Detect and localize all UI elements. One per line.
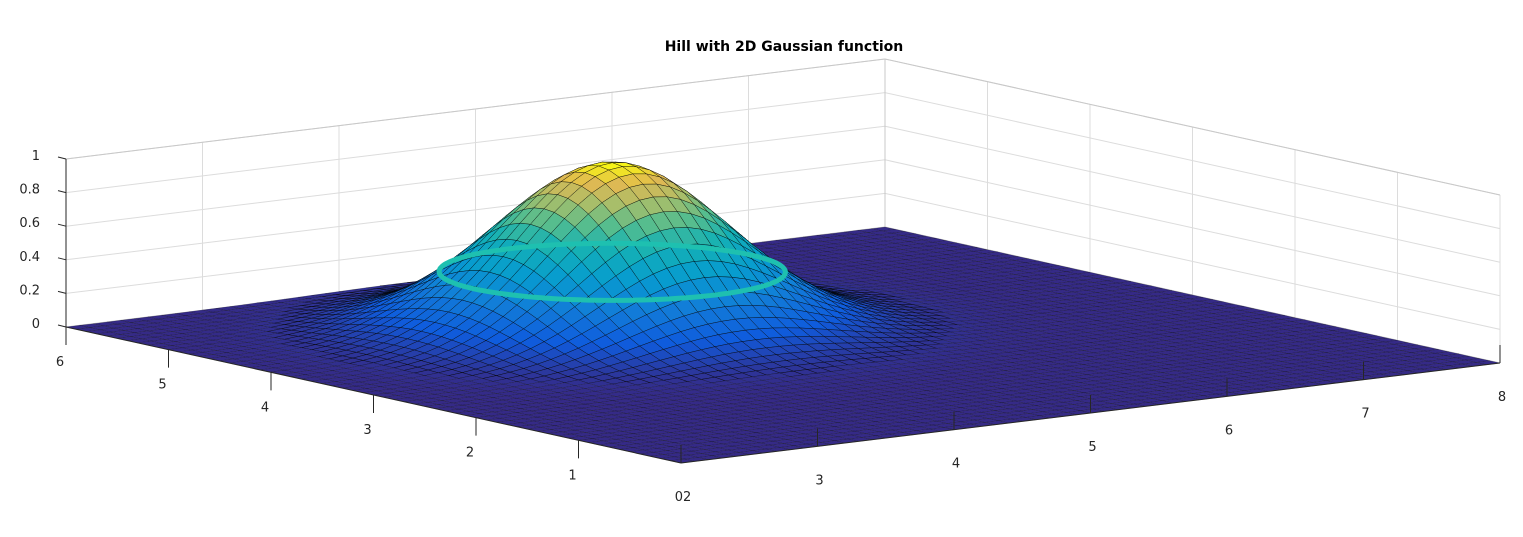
z-tick-label: 0.2 [19, 283, 40, 298]
x-tick-label: 7 [1361, 407, 1369, 422]
x-tick-label: 02 [675, 490, 692, 505]
y-tick-label: 5 [158, 378, 166, 393]
x-tick-label: 4 [952, 457, 960, 472]
y-tick-label: 1 [568, 468, 576, 483]
y-tick-label: 3 [363, 423, 371, 438]
x-tick-label: 8 [1498, 390, 1506, 405]
chart-title: Hill with 2D Gaussian function [665, 39, 904, 55]
y-tick-label: 6 [56, 355, 64, 370]
z-tick-label: 0.8 [19, 183, 40, 198]
x-tick-label: 3 [815, 473, 823, 488]
x-tick-label: 6 [1225, 423, 1233, 438]
z-tick-label: 0.6 [19, 216, 40, 231]
z-tick-label: 0 [32, 317, 40, 332]
y-tick-label: 2 [466, 446, 474, 461]
x-tick-label: 5 [1088, 440, 1096, 455]
y-tick-label: 4 [261, 400, 269, 415]
z-tick-label: 0.4 [19, 250, 40, 265]
z-tick-label: 1 [32, 149, 40, 164]
